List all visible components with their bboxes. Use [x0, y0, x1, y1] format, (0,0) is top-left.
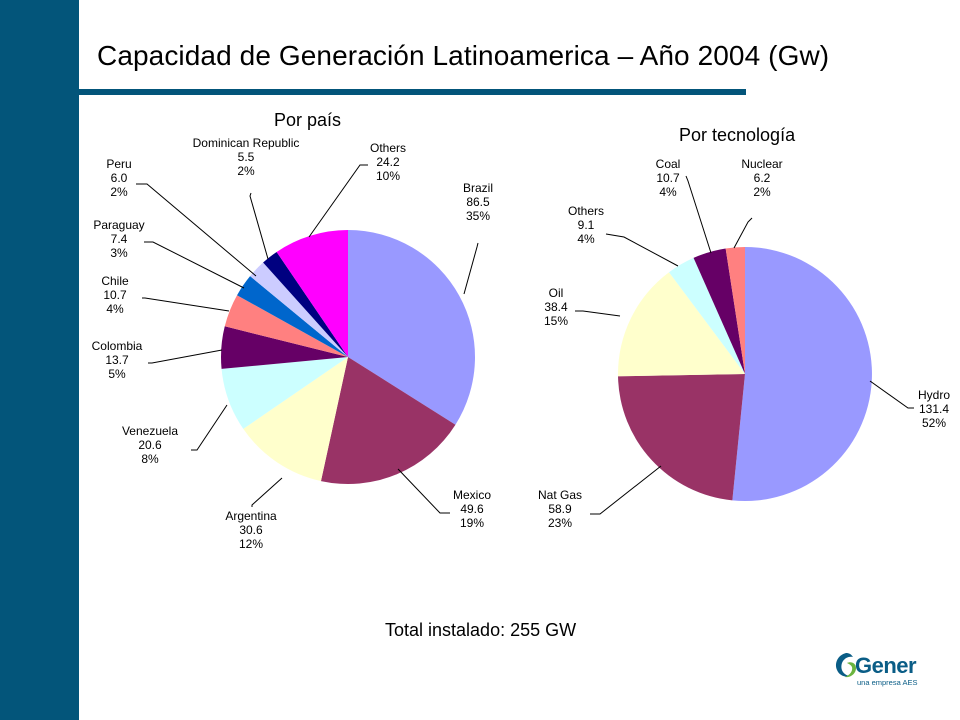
pie-slice-venezuela — [221, 357, 348, 429]
data-label-paraguay: Paraguay 7.4 3% — [93, 218, 144, 260]
pie-slice-mexico — [320, 357, 456, 485]
pie-slice-others — [669, 257, 745, 374]
leader-line-coal — [685, 175, 712, 254]
logo-wordmark: Gener — [855, 653, 917, 678]
leader-line-paraguay — [144, 241, 245, 289]
pie-slice-paraguay — [237, 276, 348, 357]
data-label-venezuela: Venezuela 20.6 8% — [122, 424, 178, 466]
leader-line-venezuela — [191, 404, 228, 451]
total-installed-label: Total instalado: 255 GW — [385, 620, 577, 640]
data-label-mexico: Mexico 49.6 19% — [453, 488, 491, 530]
data-label-oil: Oil 38.4 15% — [544, 286, 568, 328]
pie-slice-colombia — [221, 326, 348, 369]
data-label-brazil: Brazil 86.5 35% — [463, 181, 493, 223]
gener-logo: Gener una empresa AES — [833, 648, 931, 692]
pie-por-pa-s: Brazil 86.5 35% Mexico 49.6 19% Argentina 30.6 1… — [92, 136, 493, 551]
data-label-nat-gas: Nat Gas 58.9 23% — [538, 488, 582, 530]
pie-por-tecnolog-a: Hydro 131.4 52% Nat Gas 58.9 23% Oil 38.4 15% Oth… — [538, 157, 950, 530]
leader-line-nuclear — [733, 217, 753, 249]
data-label-coal: Coal 10.7 4% — [656, 157, 681, 199]
data-label-dominican-republic: Dominican Republic 5.5 2% — [193, 136, 300, 178]
pie-slice-oil — [617, 272, 745, 377]
leader-line-others — [605, 233, 679, 267]
leader-line-oil — [575, 310, 621, 317]
data-label-hydro: Hydro 131.4 52% — [918, 388, 950, 430]
sidebar-band — [0, 0, 79, 720]
data-label-argentina: Argentina 30.6 12% — [225, 509, 277, 551]
pie-slice-argentina — [243, 357, 348, 482]
pie-slice-brazil — [348, 230, 475, 425]
pie-slice-coal — [693, 248, 745, 374]
leader-line-hydro — [869, 380, 914, 409]
leader-line-brazil — [463, 242, 479, 295]
pie-slice-dominican-republic — [263, 251, 348, 357]
data-label-peru: Peru 6.0 2% — [106, 157, 131, 199]
leader-line-peru — [136, 183, 257, 277]
data-label-others: Others 24.2 10% — [370, 141, 406, 183]
data-label-nuclear: Nuclear 6.2 2% — [741, 157, 782, 199]
pie-slice-others — [276, 230, 348, 357]
chart-title-por-pais: Por país — [274, 110, 342, 130]
data-label-chile: Chile 10.7 4% — [101, 274, 129, 316]
leader-line-colombia — [148, 349, 223, 364]
data-label-others: Others 9.1 4% — [568, 204, 604, 246]
pie-slice-nat-gas — [618, 374, 745, 501]
pie-slice-hydro — [732, 247, 872, 502]
leader-line-others — [308, 164, 368, 238]
chart-title-por-tecnologia: Por tecnología — [679, 125, 796, 145]
pie-slice-nuclear — [725, 247, 745, 374]
data-label-colombia: Colombia 13.7 5% — [92, 339, 143, 381]
leader-line-mexico — [397, 468, 450, 514]
slide-title: Capacidad de Generación Latinoamerica – … — [97, 40, 830, 71]
leader-line-dominican-republic — [249, 192, 269, 260]
leader-line-nat-gas — [590, 465, 662, 515]
pie-slice-chile — [224, 295, 348, 357]
title-underline — [26, 89, 746, 95]
leader-line-argentina — [251, 477, 283, 507]
logo-tagline: una empresa AES — [857, 678, 918, 687]
leader-line-chile — [142, 297, 230, 312]
gener-swirl-icon — [836, 653, 856, 678]
pie-slice-peru — [250, 262, 348, 357]
